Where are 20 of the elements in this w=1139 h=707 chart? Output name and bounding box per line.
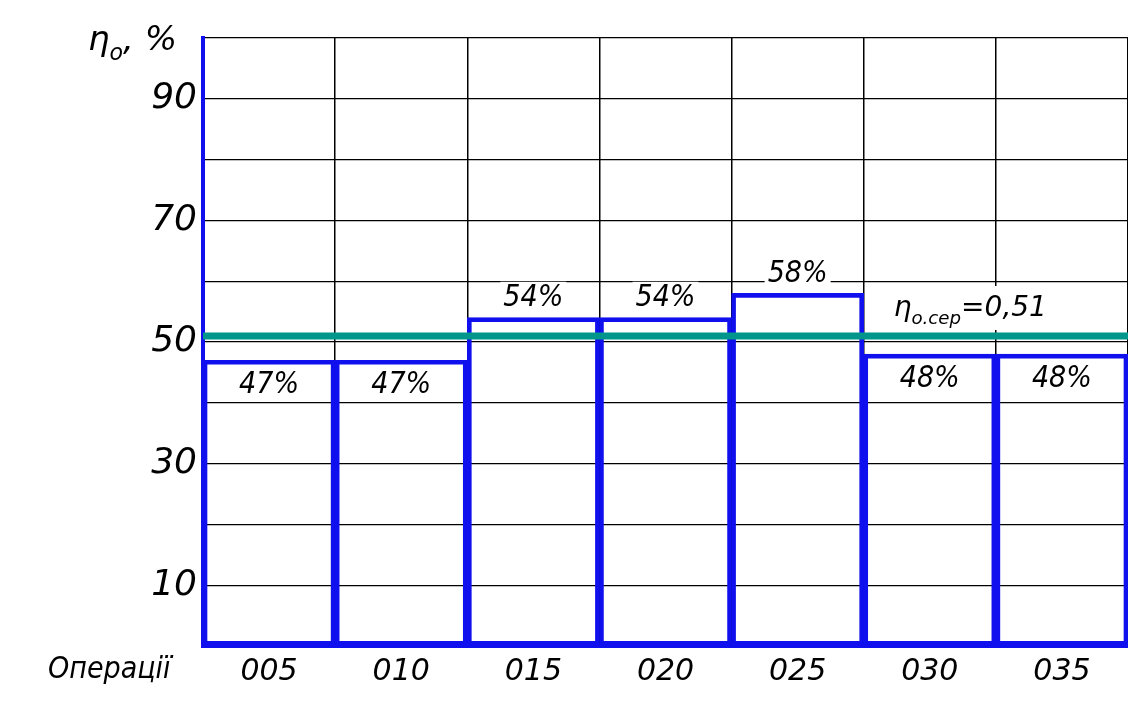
- x-axis-title: Операції: [48, 649, 175, 685]
- x-tick-label: 005: [240, 651, 298, 687]
- x-tick-label: 015: [504, 651, 562, 687]
- x-tick-label: 020: [636, 651, 695, 687]
- y-tick-label: 10: [151, 561, 197, 603]
- data-label: 47%: [371, 365, 432, 401]
- data-label: 47%: [239, 365, 300, 401]
- y-tick-label: 70: [151, 196, 197, 238]
- data-label: 48%: [899, 358, 960, 394]
- data-label: 58%: [767, 254, 828, 290]
- y-tick-label: 50: [151, 318, 197, 360]
- data-label: 54%: [635, 278, 696, 314]
- y-tick-label: 30: [151, 439, 197, 481]
- x-tick-label: 035: [1033, 651, 1091, 687]
- y-tick-label: 90: [151, 75, 197, 117]
- data-label: 48%: [1031, 358, 1092, 394]
- x-tick-label: 030: [901, 651, 959, 687]
- x-tick-label: 010: [372, 651, 430, 687]
- x-tick-label: 025: [769, 651, 827, 687]
- data-label: 54%: [503, 278, 564, 314]
